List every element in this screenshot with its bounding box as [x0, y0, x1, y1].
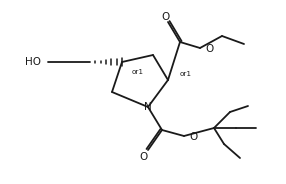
- Text: or1: or1: [180, 71, 192, 77]
- Text: O: O: [189, 132, 197, 142]
- Text: N: N: [144, 102, 152, 112]
- Text: HO: HO: [25, 57, 41, 67]
- Text: O: O: [162, 12, 170, 22]
- Text: or1: or1: [132, 69, 144, 75]
- Text: O: O: [205, 44, 213, 54]
- Text: O: O: [140, 152, 148, 162]
